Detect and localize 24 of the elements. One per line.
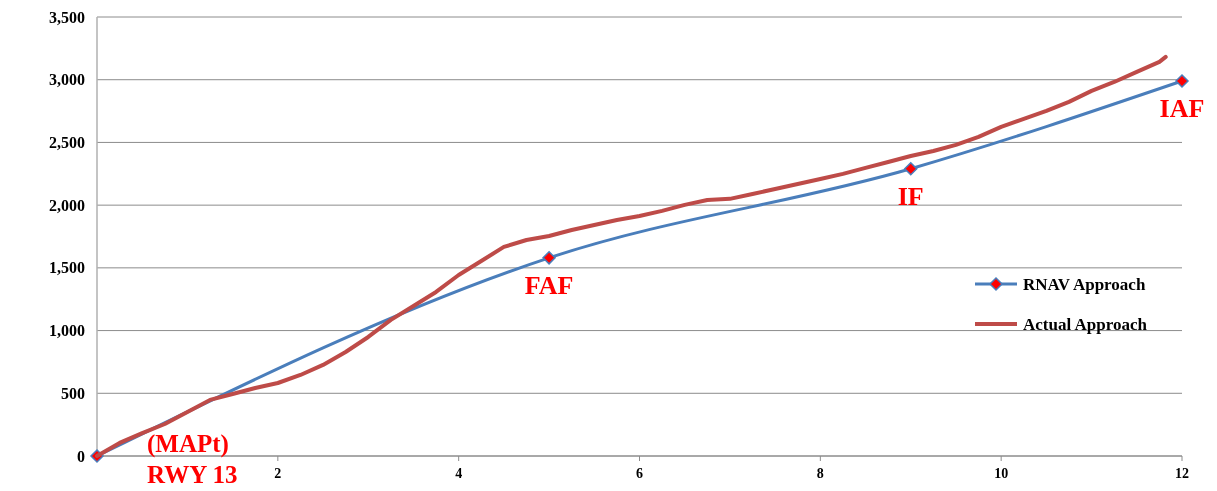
annotation: FAF: [524, 270, 574, 300]
x-tick-label: 12: [1175, 466, 1189, 481]
y-tick-label: 500: [61, 384, 85, 402]
y-tick-label: 0: [77, 447, 85, 465]
legend-label: RNAV Approach: [1023, 274, 1146, 294]
x-tick-label: 10: [994, 466, 1009, 481]
annotation: IAF: [1159, 93, 1205, 123]
point: [542, 251, 556, 265]
x-tick-label: 6: [636, 466, 643, 481]
x-tick-label: 8: [816, 466, 824, 481]
y-tick-label: 1,500: [49, 259, 85, 277]
x-tick-label: 4: [455, 466, 463, 481]
annotation: IF: [897, 181, 924, 211]
y-tick-label: 1,000: [49, 322, 85, 340]
y-tick-label: 2,500: [49, 134, 85, 152]
y-tick-label: 3,000: [49, 71, 85, 89]
point: [1175, 74, 1189, 88]
annotation: RWY 13: [147, 461, 238, 488]
legend-label: Actual Approach: [1023, 314, 1148, 334]
y-tick-label: 3,500: [49, 8, 85, 26]
y-tick-label: 2,000: [49, 196, 85, 214]
annotation: (MAPt): [147, 430, 229, 458]
x-tick-label: 2: [274, 466, 282, 481]
point: [904, 162, 918, 176]
